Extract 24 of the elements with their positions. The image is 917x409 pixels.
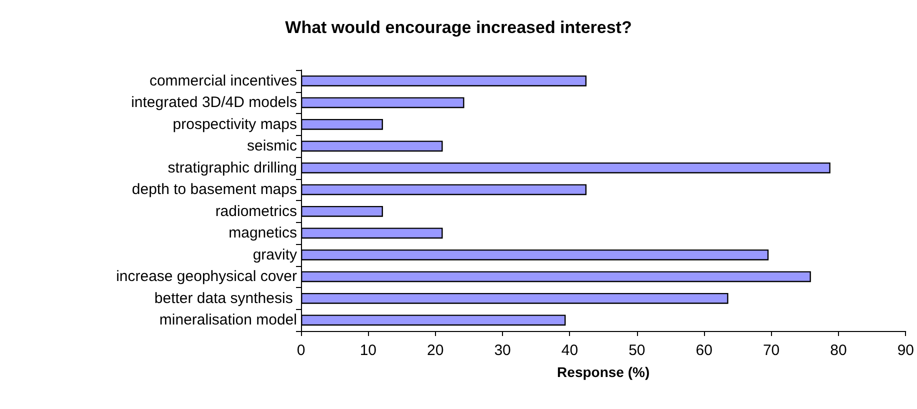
x-tick-label: 70 — [762, 342, 780, 359]
y-tick-label: integrated 3D/4D models — [131, 94, 297, 112]
x-tick-label: 10 — [360, 342, 377, 359]
x-tick-label: 20 — [427, 342, 444, 359]
x-tick-label: 80 — [830, 342, 847, 359]
y-tick-label: magnetics — [228, 224, 297, 242]
y-tick-label: gravity — [252, 246, 298, 264]
x-tick-label: 90 — [897, 342, 914, 359]
x-tick-label: 40 — [561, 342, 578, 359]
x-tick-label: 60 — [696, 342, 712, 359]
y-tick-label: stratigraphic drilling — [168, 159, 297, 176]
y-tick-label: commercial incentives — [149, 72, 297, 90]
y-tick-label: seismic — [246, 138, 298, 155]
y-tick-label: increase geophysical cover — [116, 268, 297, 286]
x-tick-label: 50 — [628, 342, 646, 359]
x-tick-label: 0 — [296, 342, 306, 359]
y-tick-label: radiometrics — [215, 202, 297, 220]
x-axis-title: Response (%) — [557, 364, 650, 380]
chart-title: What would encourage increased interest? — [285, 18, 632, 37]
y-tick-label: mineralisation model — [159, 312, 297, 329]
y-tick-label: prospectivity maps — [172, 116, 297, 133]
y-tick-label: better data synthesis — [154, 290, 297, 307]
x-tick-label: 30 — [494, 342, 511, 359]
y-tick-label: depth to basement maps — [132, 181, 297, 198]
